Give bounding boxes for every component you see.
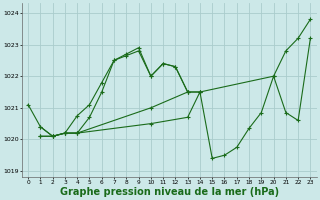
X-axis label: Graphe pression niveau de la mer (hPa): Graphe pression niveau de la mer (hPa) [60, 187, 279, 197]
